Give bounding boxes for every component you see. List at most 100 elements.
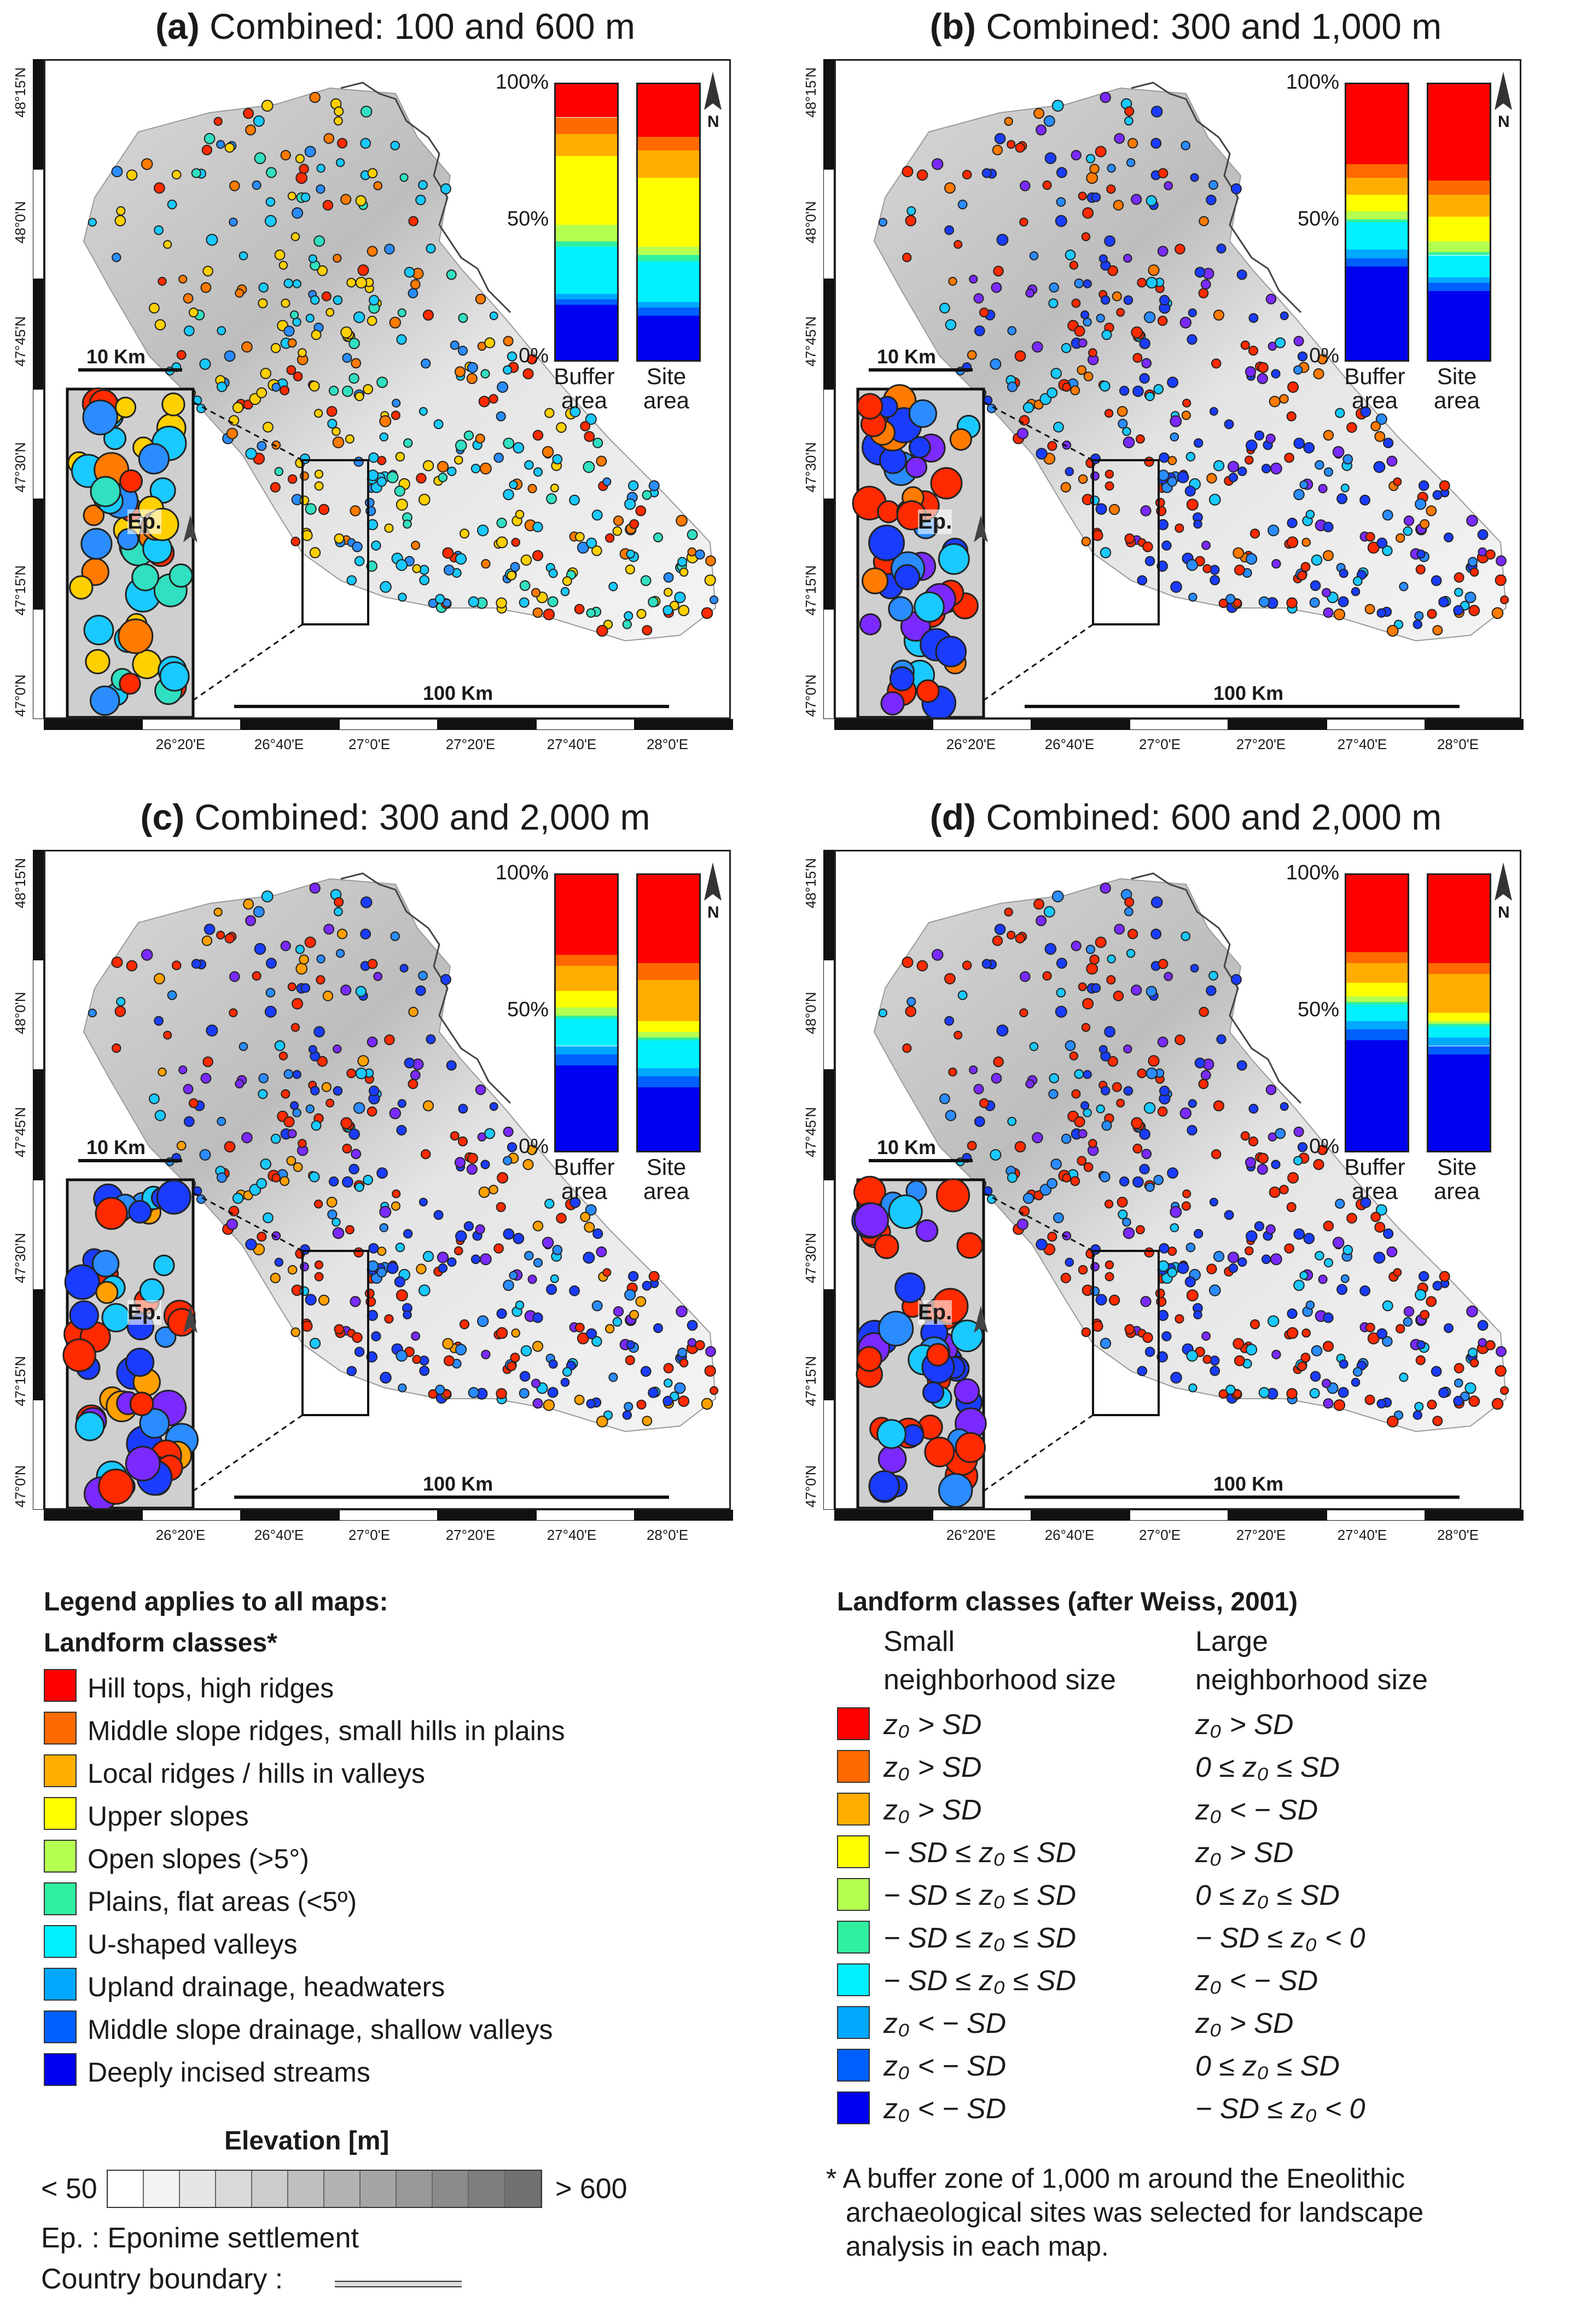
site-marker (1210, 565, 1220, 575)
site-marker (188, 308, 199, 317)
site-marker (310, 295, 320, 305)
ep-map-label: Ep. (127, 509, 162, 534)
site-marker (507, 351, 518, 362)
site-marker (1469, 567, 1479, 577)
weiss-large-rule: − SD ≤ z₀ < 0 (1195, 2093, 1365, 2125)
landform-swatch (44, 1754, 77, 1787)
site-marker (503, 1126, 514, 1137)
site-marker (1123, 1086, 1133, 1096)
site-marker (1234, 1355, 1245, 1366)
weiss-small-rule: − SD ≤ z₀ ≤ SD (883, 1880, 1077, 1911)
site-marker (583, 461, 595, 473)
site-marker (478, 1186, 490, 1198)
longitude-label: 27°40'E (547, 736, 597, 752)
site-marker (308, 254, 317, 263)
inset-site-marker (114, 396, 137, 419)
bar-segment (1428, 252, 1490, 256)
site-marker (674, 1382, 686, 1394)
site-marker (560, 1377, 570, 1387)
site-marker (1014, 350, 1026, 362)
site-label-line2: area (1433, 387, 1480, 413)
site-marker (1248, 313, 1259, 323)
site-marker (503, 437, 515, 449)
site-marker (1185, 451, 1196, 462)
site-marker (497, 381, 509, 393)
landform-swatch (44, 2010, 77, 2043)
site-stacked-bar (636, 83, 701, 362)
inset-site-marker (951, 1319, 984, 1353)
site-marker (562, 1367, 572, 1377)
site-marker (1287, 1308, 1298, 1319)
site-marker (1186, 499, 1199, 511)
site-marker (1376, 1399, 1386, 1409)
site-marker (931, 158, 944, 170)
latitude-label: 47°30'N (803, 442, 819, 492)
site-marker (1113, 990, 1124, 1001)
site-label-line1: Site (1437, 1154, 1477, 1180)
site-marker (1444, 532, 1454, 543)
site-marker (466, 373, 478, 384)
site-marker (1478, 547, 1487, 557)
north-arrow-icon (1495, 862, 1512, 901)
bar-segment (556, 1018, 617, 1046)
site-marker (1082, 207, 1094, 219)
site-marker (333, 1086, 343, 1096)
site-marker (1036, 915, 1047, 926)
site-marker (1187, 334, 1197, 345)
site-marker (141, 949, 153, 961)
site-marker (243, 108, 254, 119)
bar-segment (556, 241, 617, 247)
site-marker (368, 452, 379, 463)
inset-north-arrow-icon (974, 515, 988, 542)
site-marker (1206, 473, 1217, 484)
site-marker (1095, 146, 1107, 158)
site-marker (1387, 625, 1399, 637)
site-marker (511, 1328, 521, 1338)
elevation-ramp-cell (361, 2171, 397, 2207)
site-marker (1170, 1206, 1182, 1218)
site-marker (1126, 158, 1136, 167)
site-marker (369, 294, 380, 306)
large-header-2: neighborhood size (1195, 1664, 1428, 1696)
site-marker (1286, 536, 1299, 548)
site-marker (1257, 1163, 1268, 1175)
site-marker (585, 413, 597, 425)
site-marker (1036, 448, 1048, 460)
site-marker (509, 480, 518, 489)
site-marker (1007, 1116, 1017, 1126)
site-marker (278, 1051, 288, 1060)
site-marker (332, 1227, 345, 1239)
site-marker (314, 1260, 324, 1270)
site-marker (1382, 1300, 1393, 1312)
site-marker (419, 1365, 430, 1376)
landform-name: Open slopes (>5°) (88, 1844, 309, 1874)
site-marker (1352, 576, 1363, 586)
site-marker (547, 596, 559, 607)
site-marker (305, 314, 315, 323)
site-marker (475, 1084, 486, 1096)
site-marker (676, 514, 688, 527)
site-marker (304, 146, 316, 158)
elevation-ramp-cell (433, 2171, 469, 2207)
site-marker (158, 276, 167, 286)
site-marker (355, 986, 367, 998)
site-marker (1069, 260, 1079, 270)
longitude-label: 27°20'E (1236, 1527, 1286, 1543)
site-marker (454, 366, 466, 378)
site-marker (531, 588, 541, 598)
site-marker (1065, 467, 1074, 477)
site-marker (290, 232, 300, 241)
bar-segment (556, 134, 617, 157)
site-marker (1074, 1116, 1085, 1128)
site-marker (1078, 192, 1087, 201)
site-marker (345, 1225, 354, 1235)
site-marker (313, 1026, 325, 1038)
site-marker (1485, 549, 1496, 560)
landform-swatch (44, 1669, 77, 1702)
site-marker (442, 547, 454, 559)
site-marker (642, 1280, 652, 1291)
buffer-area-label: Buffer area (1328, 364, 1421, 413)
bar-segment (638, 1087, 699, 1151)
site-marker (1122, 1218, 1131, 1227)
graticule-segment (1228, 1510, 1327, 1521)
